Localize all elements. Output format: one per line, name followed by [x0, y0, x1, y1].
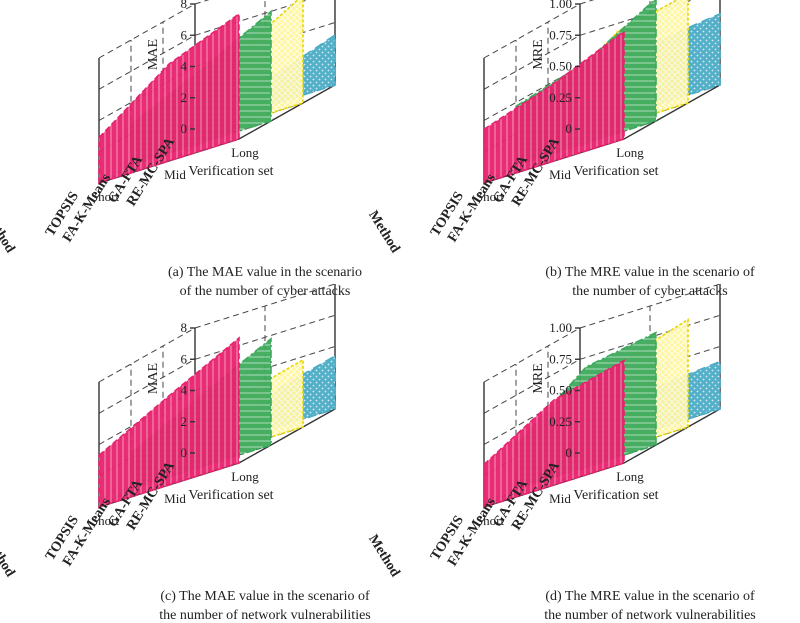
panel-caption: (a) The MAE value in the scenario: [168, 265, 362, 280]
verification-tick-label: Long: [231, 469, 259, 484]
z-tick-label: 6: [181, 351, 188, 366]
method-axis-title: Method: [0, 532, 18, 580]
method-axis-title: Method: [365, 532, 403, 580]
grid-line-method-1: [162, 22, 304, 148]
grid-line-method-1: [547, 22, 689, 148]
z-tick-label: 0.25: [549, 414, 572, 429]
verification-tick-label: Mid: [164, 167, 186, 182]
z-tick-label: 0: [181, 445, 188, 460]
verification-tick-label: Short: [476, 189, 505, 204]
verification-tick-label: Mid: [549, 491, 571, 506]
z-tick-label: 6: [181, 27, 188, 42]
z-tick-label: 4: [181, 59, 188, 74]
z-tick-label: 2: [181, 90, 188, 105]
z-tick-label: 0.75: [549, 351, 572, 366]
verification-tick-label: Long: [616, 145, 644, 160]
grid-line-method-2: [130, 40, 272, 166]
z-tick-label: 1.00: [549, 320, 572, 335]
panel-b: 0 0.25 0.50 0.75 1.00 MRE Short Mid Long Verifica…: [365, 0, 755, 299]
panel-caption: the number of network vulnerabilities: [159, 608, 371, 623]
z-tick-label: 2: [181, 414, 188, 429]
panel-d: 0 0.25 0.50 0.75 1.00 MRE Short Mid Long Verifica…: [365, 283, 756, 623]
grid-line-method-2: [130, 364, 272, 490]
verification-tick-label: Long: [616, 469, 644, 484]
z-tick-label: 0.50: [549, 59, 572, 74]
verification-tick-label: Long: [231, 145, 259, 160]
z-tick-label: 0: [181, 121, 188, 136]
z-tick-label: 0.75: [549, 27, 572, 42]
panel-caption: the number of network vulnerabilities: [544, 608, 756, 623]
method-axis-title: Method: [0, 208, 18, 256]
series-surface-TOPSIS: [483, 29, 625, 185]
z-tick-label: 0.25: [549, 90, 572, 105]
z-axis-title: MRE: [531, 39, 546, 69]
method-axis-title: Method: [365, 208, 403, 256]
z-axis-title: MAE: [146, 39, 161, 70]
z-tick-label: 0.50: [549, 383, 572, 398]
panel-caption: (d) The MRE value in the scenario of: [545, 589, 755, 604]
verification-axis-title: Verification set: [573, 488, 658, 503]
verification-tick-label: Mid: [164, 491, 186, 506]
grid-line-method-1: [162, 346, 304, 472]
series-surface-TOPSIS: [483, 359, 625, 509]
verification-tick-label: Short: [476, 513, 505, 528]
panel-caption: the number of cyber attacks: [572, 284, 728, 299]
z-tick-label: 8: [181, 0, 188, 11]
verification-tick-label: Short: [91, 513, 120, 528]
verification-axis-title: Verification set: [188, 488, 273, 503]
grid-line-method-2: [515, 364, 657, 490]
panel-caption: (c) The MAE value in the scenario of: [160, 589, 370, 604]
z-tick-label: 4: [181, 383, 188, 398]
z-tick-label: 0: [566, 121, 573, 136]
verification-axis-title: Verification set: [188, 164, 273, 179]
series-surface-TOPSIS: [98, 336, 240, 509]
z-tick-label: 0: [566, 445, 573, 460]
z-axis-title: MRE: [531, 363, 546, 393]
verification-tick-label: Short: [91, 189, 120, 204]
z-tick-label: 1.00: [549, 0, 572, 11]
z-tick-label: 8: [181, 320, 188, 335]
z-axis-title: MAE: [146, 363, 161, 394]
grid-line-method-2: [515, 40, 657, 166]
verification-tick-label: Mid: [549, 167, 571, 182]
grid-line-method-1: [547, 346, 689, 472]
panel-caption: of the number of cyber attacks: [180, 284, 351, 299]
verification-axis-title: Verification set: [573, 164, 658, 179]
panel-caption: (b) The MRE value in the scenario of: [545, 265, 755, 280]
series-surface-TOPSIS: [98, 12, 240, 185]
